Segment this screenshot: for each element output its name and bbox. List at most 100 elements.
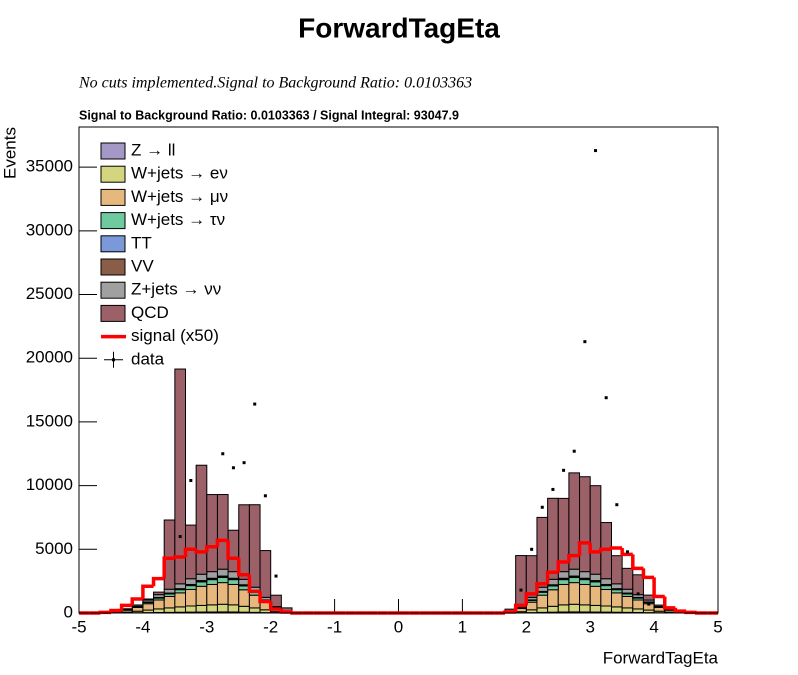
bar-segment	[589, 573, 602, 582]
bar-segment	[227, 583, 240, 606]
bar-segment	[216, 577, 229, 584]
bar-segment	[589, 585, 602, 606]
bar-segment	[206, 583, 218, 606]
data-point	[636, 592, 640, 596]
data-point	[189, 479, 193, 483]
signal-step	[173, 555, 186, 559]
signal-step	[535, 581, 548, 594]
annotation: Signal to Background Ratio: 0.0103363 / …	[79, 108, 459, 122]
bar-segment	[536, 607, 549, 613]
signal-step	[567, 553, 580, 563]
bar-segment	[610, 583, 623, 590]
bar-segment	[600, 578, 612, 585]
bar-segment	[206, 494, 218, 573]
bar-segment	[227, 579, 240, 585]
data-point	[263, 494, 267, 498]
x-tick-label: 1	[458, 617, 467, 636]
bar-segment	[600, 585, 612, 590]
signal-step	[609, 546, 623, 550]
bar-segment	[195, 464, 208, 575]
bar-segment	[153, 608, 165, 613]
data-point	[572, 449, 576, 453]
bar-segment	[131, 606, 144, 612]
legend-label: W+jets → μν	[131, 187, 228, 206]
x-tick-label: 4	[649, 617, 658, 636]
chart-title: ForwardTagEta	[298, 12, 500, 43]
signal-step	[663, 596, 676, 610]
data-point	[562, 468, 566, 472]
bar-segment	[632, 608, 644, 613]
data-point	[625, 550, 629, 554]
bar-segment	[174, 368, 187, 585]
bar-segment	[153, 599, 165, 610]
legend-label: VV	[131, 256, 154, 275]
bar-segment	[206, 571, 218, 579]
signal-step	[226, 540, 239, 560]
data-point	[221, 452, 225, 456]
data-point	[583, 340, 587, 344]
bar-segment	[185, 588, 197, 607]
data-point	[530, 547, 534, 551]
legend-swatch	[100, 304, 126, 322]
legend-swatch	[100, 188, 126, 206]
signal-step	[684, 610, 697, 615]
signal-step	[631, 554, 644, 571]
data-point	[231, 466, 235, 470]
bar-segment	[195, 573, 208, 582]
bar-segment	[610, 592, 623, 608]
data-point	[647, 602, 651, 606]
signal-step	[215, 538, 229, 547]
signal-step	[237, 558, 250, 577]
bar-segment	[153, 591, 165, 596]
data-point	[540, 505, 544, 509]
bar-segment	[632, 599, 644, 610]
signal-step	[162, 556, 175, 579]
legend-swatch	[100, 281, 126, 299]
signal-step	[556, 560, 569, 573]
signal-step	[599, 547, 612, 552]
legend-swatch	[100, 142, 126, 160]
signal-step	[545, 570, 559, 584]
data-point	[604, 396, 608, 400]
bar-segment	[589, 485, 602, 575]
signal-step	[183, 547, 197, 557]
y-tick-label: 30000	[26, 220, 73, 239]
bar-segment	[621, 595, 634, 609]
signal-step	[279, 609, 292, 614]
bar-segment	[238, 605, 250, 613]
bar-segment	[195, 604, 208, 613]
bar-segment	[195, 585, 208, 606]
legend-label: Z+jets → νν	[131, 280, 221, 299]
bar-segment	[579, 476, 591, 573]
x-tick-label: -4	[135, 617, 150, 636]
y-tick-label: 25000	[26, 284, 73, 303]
bar-segment	[557, 579, 570, 585]
x-tick-label: -3	[199, 617, 214, 636]
bar-segment	[579, 604, 591, 613]
y-tick-label: 15000	[26, 411, 73, 430]
bar-segment	[568, 568, 581, 577]
x-tick-label: 0	[394, 617, 403, 636]
bar-segment	[579, 583, 591, 606]
bar-segment	[216, 568, 229, 577]
x-axis-label: ForwardTagEta	[603, 648, 719, 667]
bar-segment	[142, 598, 155, 601]
bar-segment	[185, 605, 197, 613]
bar-segment	[621, 567, 634, 590]
signal-step	[577, 541, 591, 556]
data-point	[178, 535, 182, 539]
signal-step	[119, 603, 133, 611]
signal-step	[524, 592, 537, 606]
bar-segment	[610, 555, 623, 585]
legend-swatch	[100, 235, 126, 253]
bar-segment	[568, 577, 581, 584]
signal-step	[205, 545, 218, 552]
bar-segment	[557, 604, 570, 613]
data-point	[551, 487, 555, 491]
x-tick-label: -5	[71, 617, 86, 636]
bar-segment	[557, 583, 570, 606]
bar-segment	[163, 519, 176, 590]
frame	[78, 126, 719, 614]
legend-label: QCD	[131, 303, 169, 322]
bar-segment	[174, 583, 187, 590]
